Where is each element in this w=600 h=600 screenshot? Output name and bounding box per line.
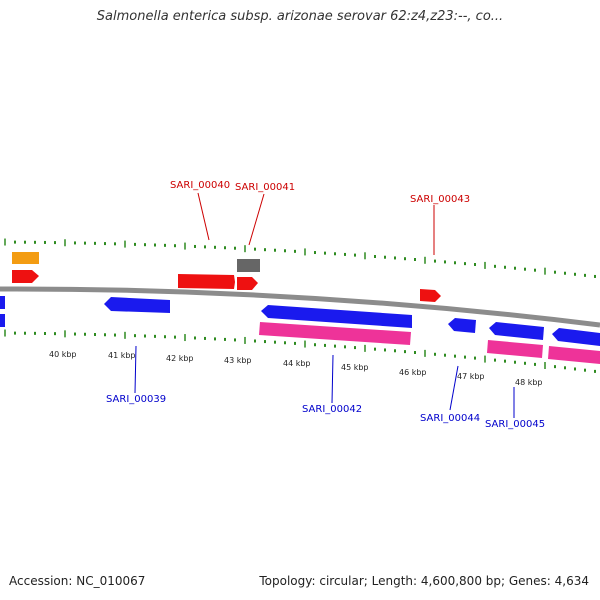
reverse-gene-sari-00039[interactable] — [104, 297, 170, 313]
inner-tick-track — [4, 329, 596, 373]
scale-label-45: 45 kbp — [341, 363, 369, 372]
scale-label-41: 41 kbp — [108, 351, 136, 360]
scale-label-46: 46 kbp — [399, 368, 427, 377]
gene-label-sari-00041[interactable]: SARI_00041 — [235, 182, 295, 193]
callout-line-sari-00042 — [331, 354, 334, 404]
forward-gene-sari-00041[interactable] — [237, 277, 258, 290]
genome-title: Salmonella enterica subsp. arizonae sero… — [96, 9, 504, 24]
gene-label-sari-00040[interactable]: SARI_00040 — [170, 180, 230, 191]
gene-label-sari-00045[interactable]: SARI_00045 — [485, 419, 545, 430]
reverse-gene-callouts: SARI_00039 SARI_00042 SARI_00044 SARI_00… — [106, 345, 545, 430]
callout-line-sari-00040 — [197, 192, 210, 241]
pseudo-gene-sari-00045[interactable] — [487, 340, 543, 358]
rna-gene-block[interactable] — [12, 252, 39, 264]
gene-label-sari-00039[interactable]: SARI_00039 — [106, 394, 166, 405]
reverse-gene-sari-00042[interactable] — [261, 305, 412, 328]
gene-label-sari-00043[interactable]: SARI_00043 — [410, 194, 470, 205]
scale-label-42: 42 kbp — [166, 354, 194, 363]
forward-gene-arrow[interactable] — [12, 270, 39, 283]
scale-labels: 40 kbp 41 kbp 42 kbp 43 kbp 44 kbp 45 kb… — [49, 350, 543, 387]
outer-tick-track — [4, 238, 596, 278]
reverse-gene-sari-00044[interactable] — [448, 318, 476, 333]
reverse-gene-arrow-edge-2[interactable] — [0, 314, 5, 327]
reverse-gene-sari-00045[interactable] — [489, 322, 544, 340]
forward-gene-callouts: SARI_00040 SARI_00041 SARI_00043 — [170, 180, 470, 255]
scale-label-47: 47 kbp — [457, 372, 485, 381]
callout-line-sari-00044 — [449, 365, 459, 411]
gene-label-sari-00044[interactable]: SARI_00044 — [420, 413, 480, 424]
gene-features — [0, 252, 600, 364]
accession-label: Accession: NC_010067 — [9, 574, 146, 588]
gene-label-sari-00042[interactable]: SARI_00042 — [302, 404, 362, 415]
genome-backbone — [0, 286, 600, 328]
reverse-gene-arrow-edge[interactable] — [0, 296, 5, 309]
forward-gene-sari-00040[interactable] — [178, 274, 235, 289]
pseudo-gene-sari-00042[interactable] — [259, 322, 411, 345]
gene-block-sari-00041-grey[interactable] — [237, 259, 260, 272]
callout-line-sari-00041 — [248, 193, 265, 246]
forward-gene-sari-00043[interactable] — [420, 289, 441, 302]
scale-label-48: 48 kbp — [515, 378, 543, 387]
scale-label-43: 43 kbp — [224, 356, 252, 365]
pseudo-gene-right[interactable] — [548, 346, 600, 364]
scale-label-40: 40 kbp — [49, 350, 77, 359]
reverse-gene-arrow-right[interactable] — [552, 328, 600, 346]
genome-summary: Topology: circular; Length: 4,600,800 bp… — [259, 574, 589, 588]
callout-line-sari-00039 — [134, 345, 137, 394]
scale-label-44: 44 kbp — [283, 359, 311, 368]
